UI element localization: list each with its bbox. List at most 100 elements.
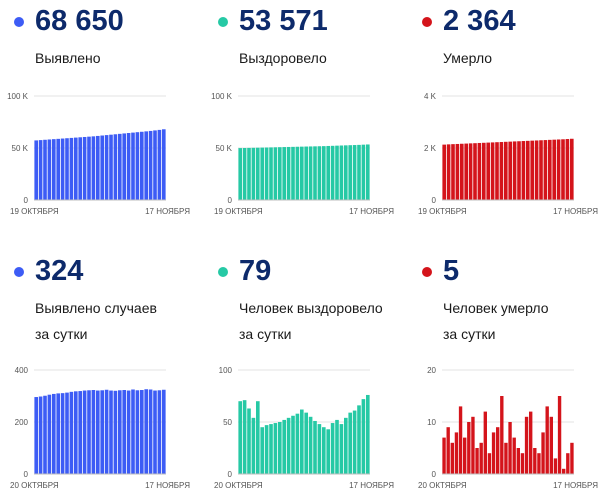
bar — [264, 425, 269, 474]
bar — [496, 427, 500, 474]
y-tick-label: 50 — [223, 418, 232, 427]
bar — [300, 409, 304, 474]
bar — [260, 427, 265, 474]
bar — [500, 396, 504, 474]
bar — [122, 390, 127, 474]
bar — [543, 140, 548, 200]
bar — [140, 131, 144, 200]
bar — [455, 143, 460, 200]
bar — [534, 140, 539, 200]
stat-label: Выявлено случаев — [35, 300, 157, 316]
bar — [52, 393, 56, 474]
bar — [491, 432, 496, 474]
bar — [562, 468, 566, 474]
bar — [126, 390, 131, 474]
bar — [109, 390, 113, 474]
bar — [330, 145, 335, 200]
bar-chart: 0 50 100 20 ОКТЯБРЯ 17 НОЯБРЯ — [214, 366, 394, 490]
bar — [256, 401, 260, 474]
bar — [533, 448, 537, 474]
bar — [477, 142, 482, 200]
bar — [490, 142, 495, 200]
bar — [256, 147, 260, 200]
bar — [561, 139, 565, 200]
bar — [304, 146, 309, 200]
bar — [113, 390, 118, 474]
bar — [348, 145, 353, 200]
bar — [460, 143, 464, 200]
stat-value: 68 650 — [35, 5, 124, 37]
bar — [508, 141, 513, 200]
bar — [322, 427, 326, 474]
y-tick-label: 10 — [427, 418, 436, 427]
bar — [251, 417, 256, 474]
stat-value: 2 364 — [443, 5, 516, 37]
bar — [361, 144, 366, 200]
bar — [304, 412, 309, 474]
bar — [570, 442, 574, 474]
bar — [82, 136, 87, 200]
bar — [335, 419, 339, 474]
panel-detected: 68 650 Выявлено 0 50 K 100 K 19 ОКТЯБРЯ 17 НОЯ… — [0, 0, 200, 248]
bar-chart: 0 50 K 100 K 19 ОКТЯБРЯ 17 НОЯБРЯ — [211, 92, 394, 216]
bar — [446, 144, 451, 200]
bar — [69, 391, 74, 474]
bar — [335, 145, 339, 200]
bar — [56, 393, 61, 474]
x-tick-label: 17 НОЯБРЯ — [145, 207, 190, 216]
bar — [65, 392, 69, 474]
stat-value: 324 — [35, 255, 84, 287]
y-tick-label: 100 K — [211, 92, 233, 101]
x-tick-label: 19 ОКТЯБРЯ — [10, 207, 59, 216]
bar — [109, 134, 113, 200]
bar — [34, 397, 39, 474]
bar — [471, 416, 475, 474]
bar — [295, 146, 300, 200]
bar — [34, 140, 39, 200]
bar — [286, 417, 291, 474]
bar — [118, 133, 122, 200]
bar — [60, 138, 65, 200]
y-tick-label: 50 K — [216, 144, 233, 153]
stat-label: за сутки — [239, 326, 292, 342]
bar — [153, 390, 157, 474]
y-tick-label: 0 — [228, 196, 233, 205]
stat-value: 53 571 — [239, 5, 328, 37]
x-tick-label: 17 НОЯБРЯ — [145, 481, 190, 490]
bar — [162, 129, 166, 200]
bar — [357, 144, 361, 200]
bar — [499, 142, 504, 200]
bar — [242, 400, 247, 474]
bar — [537, 453, 541, 474]
bar — [300, 146, 304, 200]
bar — [52, 139, 56, 200]
bar — [479, 442, 483, 474]
bar — [78, 391, 83, 474]
bar — [74, 137, 78, 200]
y-tick-label: 0 — [432, 196, 437, 205]
bar — [446, 427, 450, 474]
bar — [464, 143, 469, 200]
bar — [442, 144, 447, 200]
bar — [148, 130, 153, 200]
bar — [278, 147, 282, 200]
legend-dot — [218, 17, 228, 27]
bar — [273, 423, 278, 474]
bar — [87, 390, 91, 474]
bar — [366, 144, 370, 200]
bar — [313, 146, 317, 200]
stat-value: 5 — [443, 255, 460, 287]
bar — [529, 411, 533, 474]
bar — [291, 146, 295, 200]
bar — [524, 416, 529, 474]
bar — [122, 133, 127, 200]
y-tick-label: 20 — [427, 366, 436, 375]
bar — [247, 147, 251, 200]
bar — [82, 390, 87, 474]
bar — [238, 401, 243, 474]
bar — [131, 132, 135, 200]
bar-chart: 0 200 400 20 ОКТЯБРЯ 17 НОЯБРЯ — [10, 366, 190, 490]
y-tick-label: 4 K — [424, 92, 437, 101]
bar — [282, 419, 287, 474]
bar — [269, 424, 273, 474]
